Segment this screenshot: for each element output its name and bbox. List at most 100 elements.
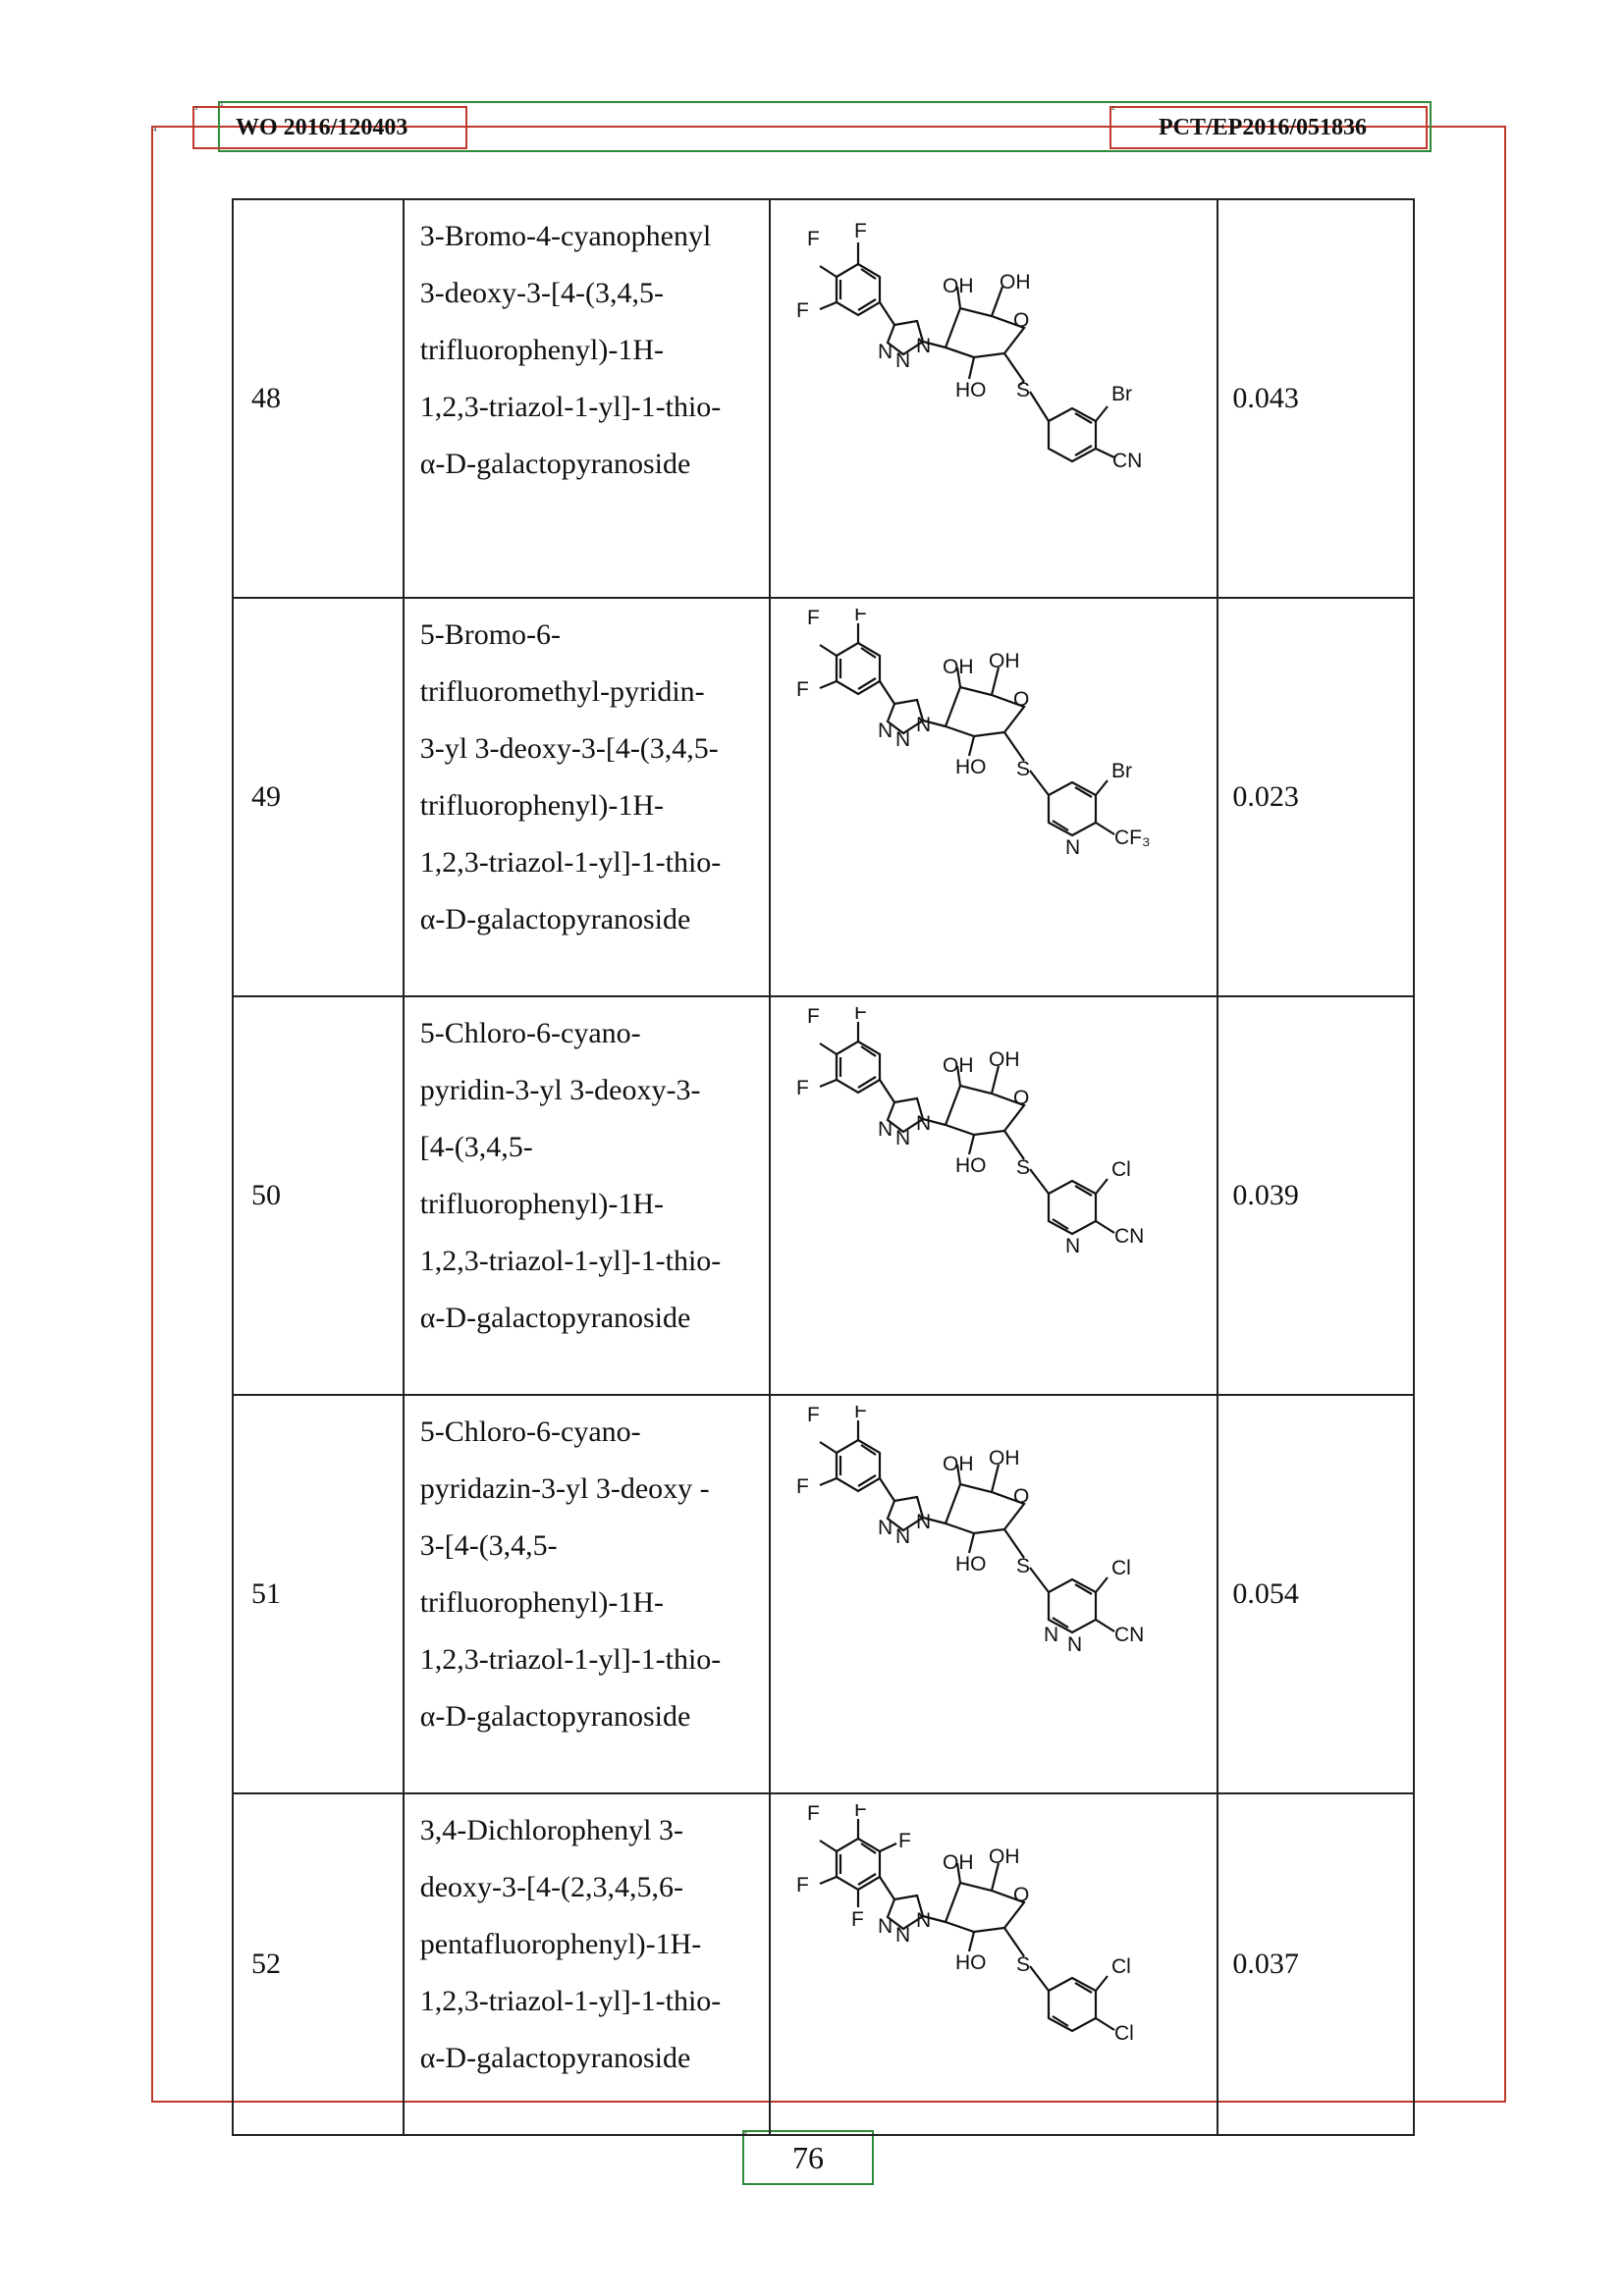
- compound-number: 48: [251, 382, 281, 414]
- svg-text:N: N: [878, 1118, 893, 1141]
- svg-text:O: O: [1013, 1087, 1029, 1109]
- annotation-mark: ⁴: [153, 128, 157, 137]
- svg-text:Br: Br: [1111, 760, 1132, 782]
- svg-text:OH: OH: [943, 1054, 974, 1077]
- svg-text:S: S: [1016, 1156, 1030, 1179]
- svg-text:F: F: [854, 609, 867, 625]
- svg-text:OH: OH: [989, 650, 1020, 672]
- svg-text:N: N: [878, 1517, 893, 1539]
- compound-number: 52: [251, 1948, 281, 1980]
- compound-table: 48 3-Bromo-4-cyanophenyl 3-deoxy-3-[4-(3…: [232, 198, 1415, 2136]
- ic50-value: 0.023: [1232, 780, 1299, 813]
- svg-text:CN: CN: [1114, 1624, 1144, 1646]
- svg-text:O: O: [1013, 309, 1029, 332]
- table-row: 48 3-Bromo-4-cyanophenyl 3-deoxy-3-[4-(3…: [234, 200, 1415, 599]
- compound-number: 49: [251, 780, 281, 813]
- svg-text:Cl: Cl: [1114, 2022, 1134, 2045]
- svg-text:S: S: [1016, 379, 1030, 401]
- svg-text:OH: OH: [1000, 271, 1031, 294]
- chemical-structure: F F F OH OH O N N N HO S Cl CN N N: [796, 1406, 1144, 1656]
- svg-text:OH: OH: [943, 275, 974, 297]
- svg-text:S: S: [1016, 1555, 1030, 1577]
- svg-text:N: N: [895, 349, 910, 372]
- svg-text:N: N: [916, 1511, 931, 1533]
- svg-text:F: F: [796, 678, 809, 701]
- svg-text:F: F: [851, 1908, 864, 1931]
- compound-number: 50: [251, 1179, 281, 1211]
- svg-text:Cl: Cl: [1111, 1158, 1131, 1181]
- svg-text:F: F: [854, 1804, 867, 1821]
- svg-text:OH: OH: [989, 1447, 1020, 1469]
- compound-name: 5-Chloro-6-cyano- pyridazin-3-yl 3-deoxy…: [419, 1415, 722, 1733]
- svg-text:CN: CN: [1114, 1225, 1144, 1248]
- svg-text:N: N: [916, 1909, 931, 1932]
- svg-text:O: O: [1013, 1884, 1029, 1906]
- svg-text:N: N: [916, 335, 931, 357]
- svg-text:O: O: [1013, 688, 1029, 711]
- svg-text:N: N: [878, 720, 893, 742]
- svg-text:F: F: [898, 1830, 911, 1852]
- svg-text:CF₃: CF₃: [1114, 827, 1151, 849]
- svg-text:F: F: [807, 228, 820, 250]
- svg-text:OH: OH: [943, 656, 974, 678]
- table-row: 50 5-Chloro-6-cyano- pyridin-3-yl 3-deox…: [234, 997, 1415, 1396]
- svg-text:N: N: [916, 714, 931, 736]
- compound-name: 5-Chloro-6-cyano- pyridin-3-yl 3-deoxy-3…: [419, 1017, 722, 1334]
- svg-text:F: F: [854, 220, 867, 242]
- annotation-mark: ²: [1111, 106, 1115, 116]
- compound-name: 5-Bromo-6- trifluoromethyl-pyridin- 3-yl…: [419, 618, 722, 935]
- svg-text:O: O: [1013, 1485, 1029, 1508]
- svg-text:HO: HO: [955, 756, 987, 778]
- application-number: PCT/EP2016/051836: [1159, 115, 1368, 140]
- svg-text:Br: Br: [1111, 383, 1132, 405]
- svg-text:Cl: Cl: [1111, 1955, 1131, 1978]
- publication-number: WO 2016/120403: [236, 115, 408, 140]
- svg-text:OH: OH: [989, 1845, 1020, 1868]
- compound-number: 51: [251, 1577, 281, 1610]
- svg-text:HO: HO: [955, 1553, 987, 1575]
- annotation-mark: ¹: [220, 102, 224, 112]
- content-frame: [151, 126, 1506, 2103]
- svg-text:F: F: [854, 1007, 867, 1024]
- ic50-value: 0.039: [1232, 1179, 1299, 1211]
- compound-name: 3,4-Dichlorophenyl 3- deoxy-3-[4-(2,3,4,…: [419, 1814, 722, 2074]
- svg-text:OH: OH: [943, 1453, 974, 1475]
- svg-text:F: F: [796, 1077, 809, 1099]
- compound-name: 3-Bromo-4-cyanophenyl 3-deoxy-3-[4-(3,4,…: [419, 220, 722, 480]
- svg-text:N: N: [895, 1525, 910, 1548]
- svg-text:N: N: [1065, 1235, 1080, 1257]
- svg-text:F: F: [807, 1406, 820, 1426]
- ic50-value: 0.054: [1232, 1577, 1299, 1610]
- svg-text:N: N: [878, 1915, 893, 1938]
- table-row: 52 3,4-Dichlorophenyl 3- deoxy-3-[4-(2,3…: [234, 1794, 1415, 2136]
- svg-text:N: N: [895, 1127, 910, 1149]
- svg-text:HO: HO: [955, 379, 987, 401]
- annotation-mark: ³: [194, 106, 198, 116]
- page-number: 76: [792, 2140, 824, 2175]
- table-row: 51 5-Chloro-6-cyano- pyridazin-3-yl 3-de…: [234, 1396, 1415, 1794]
- table-row: 49 5-Bromo-6- trifluoromethyl-pyridin- 3…: [234, 599, 1415, 997]
- chemical-structure: F F F OH OH O N N N HO S Br CF₃ N: [796, 609, 1151, 859]
- svg-text:F: F: [854, 1406, 867, 1422]
- svg-text:Cl: Cl: [1111, 1557, 1131, 1579]
- svg-text:F: F: [796, 1874, 809, 1896]
- header-frame: [218, 101, 1432, 152]
- svg-text:OH: OH: [989, 1048, 1020, 1071]
- header-right-box: [1109, 106, 1428, 149]
- svg-text:F: F: [807, 1804, 820, 1825]
- svg-text:N: N: [916, 1112, 931, 1135]
- svg-text:F: F: [796, 299, 809, 322]
- ic50-value: 0.037: [1232, 1948, 1299, 1980]
- svg-text:HO: HO: [955, 1154, 987, 1177]
- svg-text:S: S: [1016, 1953, 1030, 1976]
- chemical-structure: F F F OH OH O N N N HO S Cl CN N: [796, 1007, 1144, 1257]
- svg-text:S: S: [1016, 758, 1030, 780]
- svg-text:F: F: [796, 1475, 809, 1498]
- svg-text:CN: CN: [1112, 450, 1142, 472]
- svg-text:N: N: [878, 341, 893, 363]
- chemical-structure: F F F F F OH OH O N N N HO S Cl Cl: [796, 1804, 1134, 2045]
- svg-text:N: N: [1067, 1633, 1082, 1656]
- page-number-box: [742, 2130, 874, 2185]
- svg-text:N: N: [1044, 1624, 1058, 1646]
- header-left-box: [192, 106, 467, 149]
